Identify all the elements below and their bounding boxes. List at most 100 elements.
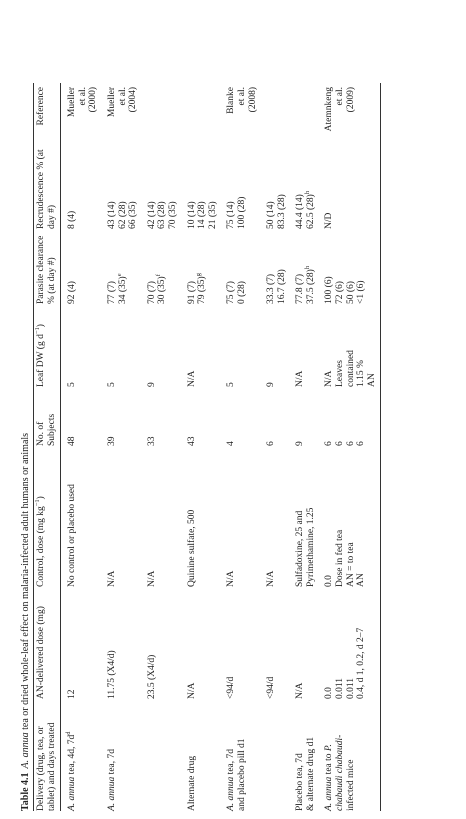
cell-line: Leaf DW (g d−1) xyxy=(33,308,47,387)
table-cell: N/A xyxy=(184,587,224,699)
text: tea to xyxy=(324,751,335,777)
table-cell: A. annua tea to P. chabaudi chabaudi-infe… xyxy=(321,699,381,811)
cell-line: & alternate drug d1 xyxy=(305,736,316,811)
text: tea, 4d, 7d xyxy=(67,734,78,777)
cell-line: 70 (7) xyxy=(146,281,157,304)
table-cell: 11.75 (X4/d) xyxy=(104,587,144,699)
cell-line: 9 xyxy=(266,382,277,387)
table-cell: <94/d xyxy=(263,587,292,699)
table-body: A. annua tea, 4d, 7dd 12 No control or pla… xyxy=(61,83,381,811)
cell-line: 12 xyxy=(67,689,78,700)
cell-line: Mueller xyxy=(106,87,117,118)
text: 30 (35) xyxy=(157,276,168,304)
cell-line: 9 xyxy=(146,382,157,387)
cell-line: N/A xyxy=(186,370,197,387)
table-cell: A. annua tea, 7d and placebo pill d1 xyxy=(223,699,263,811)
table-cell: Placebo tea, 7d & alternate drug d1 xyxy=(292,699,321,811)
cell-line: No control or placebo used xyxy=(67,484,78,587)
text: 79 (35) xyxy=(197,276,208,304)
table-cell: 44.4 (14) 62.5 (28)h xyxy=(292,139,321,229)
table-cell: 9 xyxy=(263,304,292,387)
cell-line: 11.75 (X4/d) xyxy=(106,650,117,699)
cell-line: N/A xyxy=(186,682,197,699)
table-row: 23.5 (X4/d) N/A 33 9 70 (7) 30 (35)f 42 (14) 63… xyxy=(144,83,184,811)
table-cell xyxy=(184,83,224,139)
text: - xyxy=(335,734,346,738)
table-cell: 75 (14) 100 (28) xyxy=(223,139,263,229)
cell-line: N/A xyxy=(295,682,306,699)
text: Reference xyxy=(36,87,46,126)
cell-line: Blanke xyxy=(226,87,237,114)
table: Delivery (drug, tea, or tablet) and days… xyxy=(33,83,381,811)
text: tea or dried whole-leaf effect on malari… xyxy=(20,432,31,733)
cell-line: 79 (35)g xyxy=(194,233,208,304)
superscript: h xyxy=(303,190,311,195)
cell-line: N/D xyxy=(324,212,335,229)
cell-line: 0.011 xyxy=(345,677,356,699)
table-cell: No control or placebo used xyxy=(61,446,104,587)
cell-line: AN xyxy=(366,373,377,387)
table-cell xyxy=(292,83,321,139)
table-row: <94/d N/A 6 9 33.3 (7) 16.7 (28) 50 (14) 83.3 (… xyxy=(263,83,292,811)
superscript: e xyxy=(115,273,123,277)
table-cell: 5 xyxy=(61,304,104,387)
table-cell: N/D xyxy=(321,139,381,229)
table-cell: N/A xyxy=(184,304,224,387)
cell-line: A. annua tea, 7d xyxy=(226,703,237,811)
cell-line: contained xyxy=(345,350,356,387)
cell-line: 1.15 % xyxy=(356,360,367,387)
table-cell: N/A xyxy=(223,446,263,587)
cell-line: <94/d xyxy=(226,676,237,699)
cell-line: et al. xyxy=(236,87,247,106)
text: No. of Subjects xyxy=(36,413,57,446)
column-header: Parasite clearance % (at day #) xyxy=(33,229,61,304)
cell-line: 10 (14) xyxy=(186,201,197,229)
cell-line: 72 (6) xyxy=(335,281,346,304)
cell-line: A. annua tea to P. xyxy=(324,703,335,811)
table-cell: 33.3 (7) 16.7 (28) xyxy=(263,229,292,304)
cell-line: 75 (14) xyxy=(226,201,237,229)
table-cell: Quinine sulfate, 500 xyxy=(184,446,224,587)
table-cell xyxy=(144,699,184,811)
cell-line: AN = to tea xyxy=(345,542,356,587)
cell-line: 5 xyxy=(226,382,237,387)
table-cell: 75 (7) 0 (28) xyxy=(223,229,263,304)
table-cell: 10 (14) 14 (28) 21 (35) xyxy=(184,139,224,229)
cell-line: Sulfadoxine, 25 and xyxy=(295,510,306,587)
column-header: Reference xyxy=(33,83,61,139)
text: Leaf DW (g d xyxy=(36,334,46,387)
text: Control, dose (mg kg xyxy=(36,506,46,587)
cell-line: 34 (35)e xyxy=(115,233,129,304)
italic-text: A. annua xyxy=(226,776,237,811)
text: ) xyxy=(36,496,46,500)
table-cell xyxy=(144,83,184,139)
cell-line: 6 xyxy=(266,441,277,446)
column-header: Control, dose (mg kg−1) xyxy=(33,446,61,587)
cell-line: 6 xyxy=(324,441,335,446)
table-cell: 39 xyxy=(104,387,144,447)
cell-line: 16.7 (28) xyxy=(276,269,287,304)
text: ) xyxy=(36,324,46,328)
cell-line: (2000) xyxy=(88,87,99,113)
table-cell: 42 (14) 63 (28) 70 (35) xyxy=(144,139,184,229)
cell-line: 62.5 (28)h xyxy=(303,143,317,229)
cell-line: 66 (35) xyxy=(128,201,139,229)
superscript: −1 xyxy=(33,327,41,335)
cell-line: 70 (35) xyxy=(167,201,178,229)
italic-text: A. annua xyxy=(20,732,31,769)
table-cell: 6 xyxy=(263,387,292,446)
cell-line: chabaudi chabaudi- xyxy=(335,703,346,811)
table-cell: 50 (14) 83.3 (28) xyxy=(263,139,292,229)
cell-line: 50 (6) xyxy=(345,281,356,304)
superscript: g xyxy=(194,273,202,277)
cell-line: 42 (14) xyxy=(146,201,157,229)
table-cell: Mueller et al. (2000) xyxy=(61,83,104,139)
italic-text: A. annua xyxy=(106,776,117,811)
table-cell: 43 xyxy=(184,387,224,447)
cell-line: N/A xyxy=(146,570,157,587)
text: Recrudescence % (at day #) xyxy=(36,149,57,229)
table-cell: N/A Leaves contained 1.15 % AN xyxy=(321,304,381,387)
table-cell: 48 xyxy=(61,387,104,447)
